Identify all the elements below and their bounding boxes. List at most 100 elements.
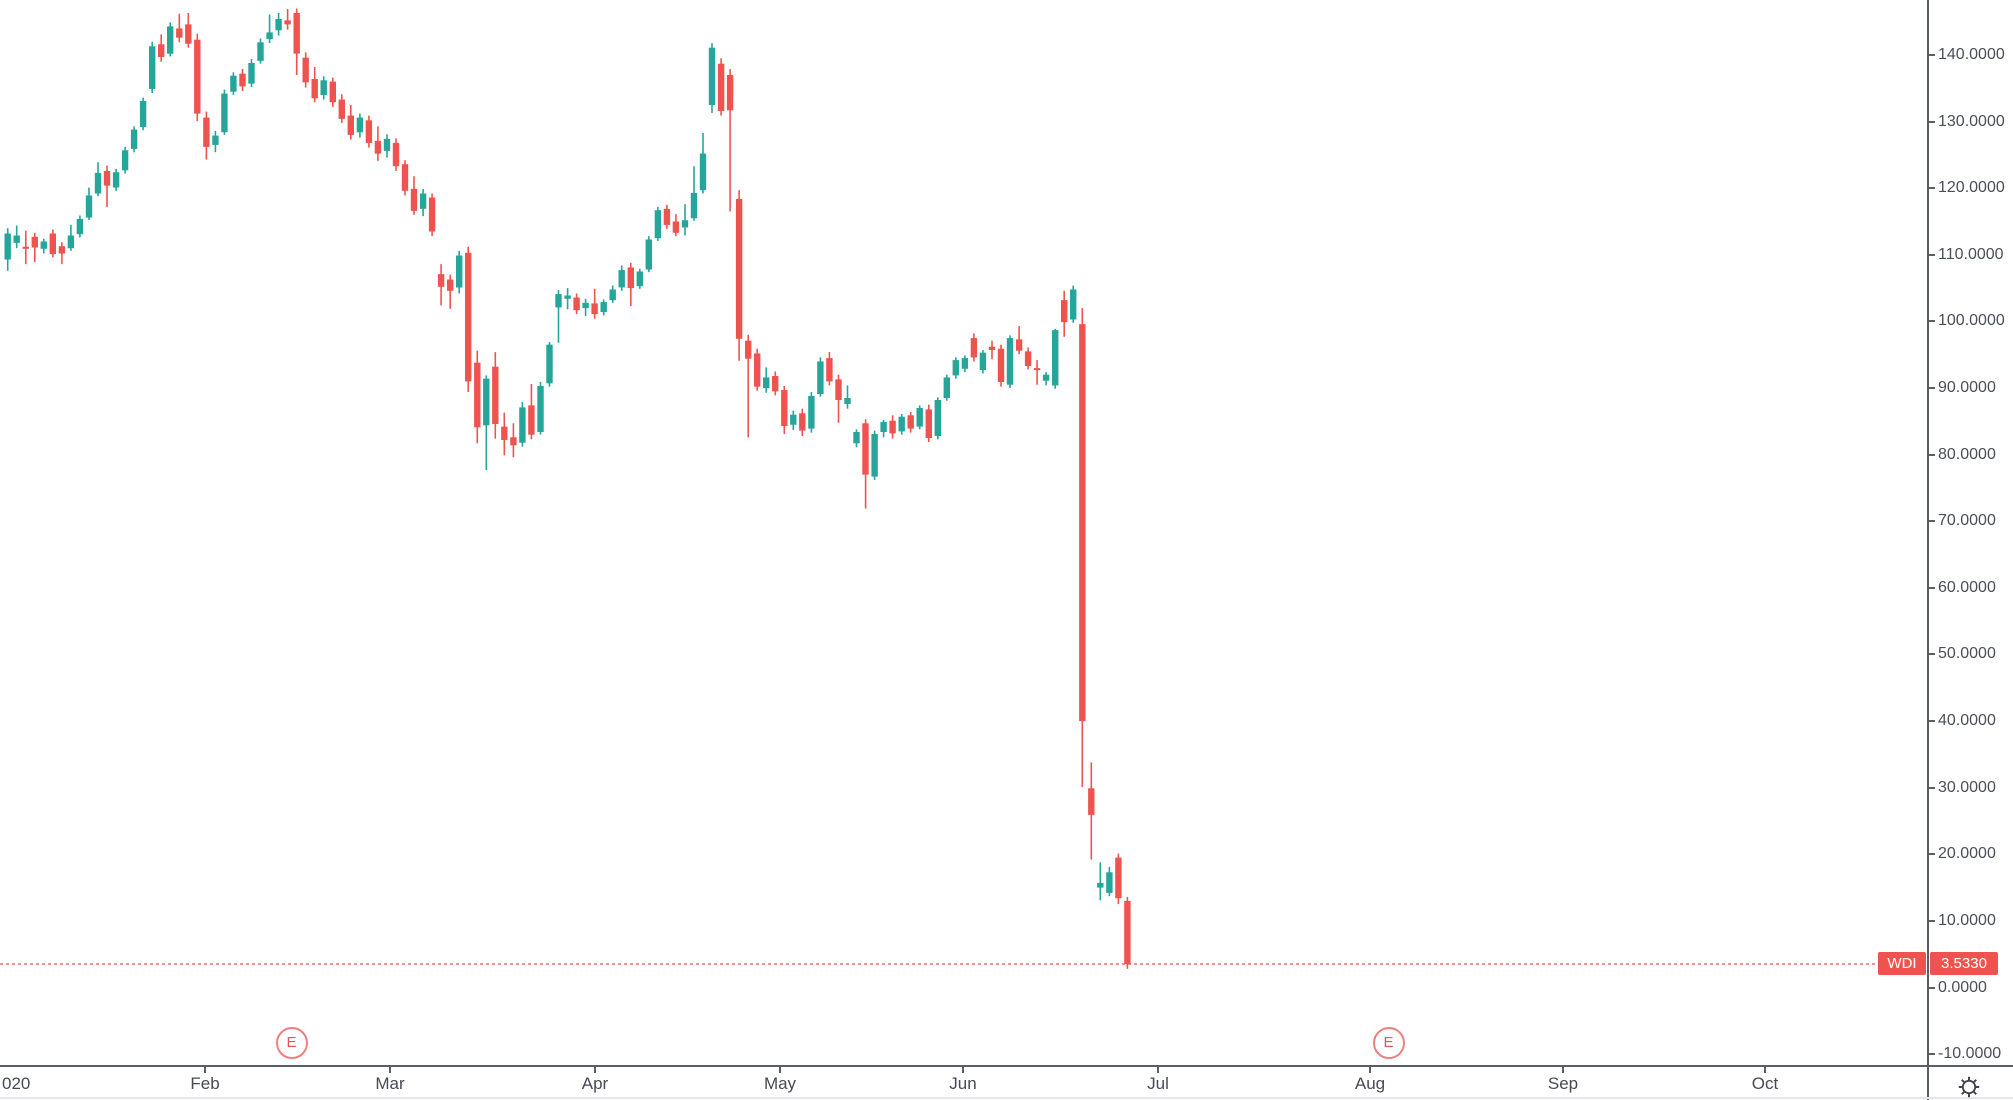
candle-body	[76, 218, 84, 235]
price-axis-tick	[1927, 453, 1935, 456]
candle-body	[835, 379, 842, 400]
candle-body	[573, 297, 580, 311]
candle-body	[636, 271, 643, 287]
candle-body	[943, 377, 950, 398]
candle-body	[1042, 374, 1050, 381]
gear-icon	[1958, 1076, 1980, 1098]
candle-body	[1015, 339, 1023, 351]
candle-wick	[729, 69, 731, 212]
price-axis-tick	[1927, 786, 1935, 789]
price-axis-label: 40.0000	[1938, 712, 1996, 730]
price-axis-tick	[1927, 387, 1935, 390]
candle-body	[1006, 338, 1014, 385]
candle-body	[1088, 788, 1095, 815]
time-axis-tick	[594, 1066, 596, 1073]
candle-body	[1061, 300, 1068, 323]
candle-body	[4, 233, 11, 260]
candle-body	[717, 63, 725, 111]
candle-body	[510, 437, 517, 446]
candle-body	[763, 377, 770, 389]
candle-body	[401, 164, 409, 191]
candle-body	[609, 289, 616, 301]
candle-body	[916, 408, 923, 427]
candle-body	[871, 434, 878, 477]
time-axis-tick	[1764, 1066, 1766, 1073]
price-line-symbol-label: WDI	[1878, 952, 1926, 975]
candle-body	[483, 378, 490, 426]
candle-wick	[747, 334, 749, 438]
candle-body	[85, 195, 93, 218]
candle-body	[627, 267, 634, 289]
candle-body	[383, 138, 391, 151]
candle-body	[320, 80, 327, 95]
candle-body	[392, 142, 400, 167]
price-axis-label: 20.0000	[1938, 845, 1996, 863]
candle-body	[185, 24, 192, 44]
price-axis-tick	[1927, 253, 1935, 256]
candle-body	[284, 20, 291, 25]
candle-body	[194, 39, 201, 114]
candle-body	[961, 358, 969, 369]
price-axis-tick	[1927, 120, 1935, 123]
candle-wick	[1036, 360, 1038, 385]
price-axis-label: 130.0000	[1938, 112, 2005, 130]
candle-body	[365, 120, 373, 143]
candle-wick	[286, 9, 289, 30]
price-axis-tick	[1927, 187, 1935, 190]
price-axis-tick	[1927, 853, 1935, 856]
settings-gear-icon[interactable]	[1956, 1074, 1982, 1100]
price-axis-label: 10.0000	[1938, 911, 1996, 929]
candle-body	[934, 400, 941, 436]
time-axis-tick	[1562, 1066, 1564, 1073]
candle-body	[419, 193, 427, 209]
candle-body	[754, 353, 761, 387]
earnings-marker[interactable]: E	[1372, 1026, 1405, 1059]
candle-body	[1052, 330, 1059, 386]
price-axis-tick	[1927, 720, 1935, 723]
candle-body	[672, 221, 680, 233]
candle-body	[862, 423, 869, 475]
price-axis-tick	[1927, 320, 1935, 323]
candle-body	[925, 409, 932, 438]
time-axis-label-apr: Apr	[581, 1074, 609, 1093]
candle-body	[1079, 324, 1086, 722]
candle-body	[546, 344, 553, 384]
gear-tooth	[1973, 1091, 1977, 1095]
time-axis-tick	[389, 1066, 391, 1073]
candle-body	[1124, 900, 1131, 964]
price-axis-label: 110.0000	[1938, 245, 2004, 263]
price-axis-tick	[1927, 54, 1935, 56]
candle-body	[31, 236, 38, 248]
candle-body	[275, 19, 282, 31]
time-axis-tick	[1157, 1066, 1159, 1073]
candle-body	[203, 117, 210, 147]
price-axis-label: 60.0000	[1938, 578, 1996, 596]
candle-wick	[106, 165, 108, 207]
year-label-partial: 020	[2, 1074, 31, 1093]
price-line-value-label: 3.5330	[1930, 952, 1998, 975]
time-axis-tick	[204, 1066, 206, 1073]
pane-bottom-border	[0, 1097, 2013, 1099]
candle-body	[690, 192, 698, 219]
candle-body	[112, 172, 120, 188]
earnings-marker[interactable]: E	[275, 1026, 308, 1059]
candle-body	[221, 93, 228, 133]
price-axis-tick	[1927, 586, 1935, 589]
candle-body	[130, 129, 138, 149]
candle-wick	[449, 274, 451, 309]
time-axis-label-oct: Oct	[1751, 1074, 1779, 1093]
candle-body	[979, 352, 987, 370]
candle-body	[898, 416, 905, 432]
price-axis-tick	[1927, 1053, 1935, 1056]
gear-tooth	[1973, 1079, 1977, 1083]
candle-body	[1070, 289, 1077, 320]
candle-body	[302, 57, 309, 83]
time-axis-label-aug: Aug	[1354, 1074, 1386, 1093]
candle-body	[781, 390, 788, 426]
candle-body	[618, 270, 625, 288]
candle-body	[528, 405, 535, 435]
candle-body	[456, 255, 463, 288]
gear-tooth	[1961, 1079, 1965, 1083]
